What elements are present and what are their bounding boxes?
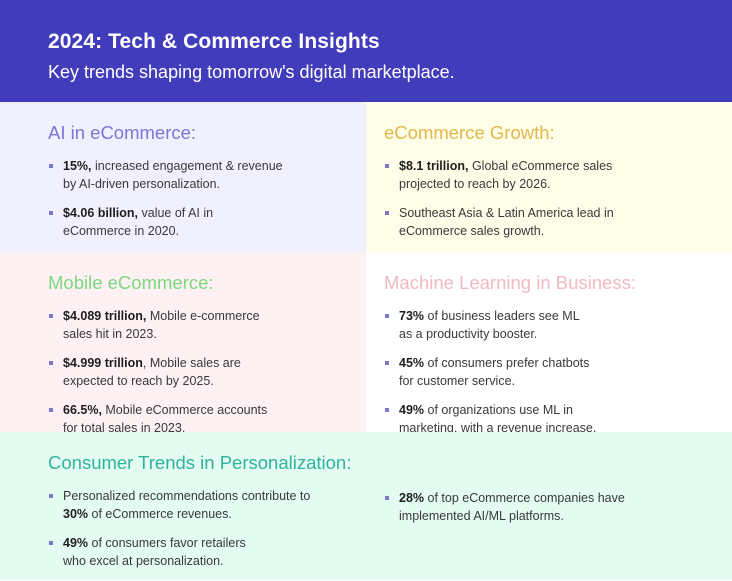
item-text: expected to reach by 2025. <box>63 374 214 388</box>
list-item: 66.5%, Mobile eCommerce accounts for tota… <box>48 401 366 437</box>
item-text: by AI-driven personalization. <box>63 177 221 191</box>
bullet-square-icon <box>49 541 53 545</box>
item-text: of top eCommerce companies have <box>424 491 625 505</box>
list-item: 49% of consumers favor retailers who exce… <box>48 534 384 570</box>
list-item: $4.089 trillion, Mobile e-commerce sales … <box>48 307 366 343</box>
section-heading: AI in eCommerce: <box>48 122 197 143</box>
highlight-stat: 30% <box>63 507 89 521</box>
item-text: implemented AI/ML platforms. <box>399 509 564 523</box>
item-text: increased engagement & revenue <box>91 159 283 173</box>
highlight-stat: 45% <box>399 356 425 370</box>
highlight-stat: 49% <box>63 536 89 550</box>
section-heading: Consumer Trends in Personalization: <box>48 452 352 473</box>
highlight-stat: $8.1 trillion, <box>399 159 469 173</box>
item-text: Mobile e-commerce <box>146 309 260 323</box>
list-item: 49% of organizations use ML in marketing,… <box>384 401 732 437</box>
bullet-list: Personalized recommendations contribute … <box>48 487 384 581</box>
item-text: of consumers favor retailers <box>88 536 246 550</box>
bullet-list: 73% of business leaders see ML as a produ… <box>384 307 732 437</box>
item-text: marketing, with a revenue increase. <box>399 421 597 435</box>
section-heading: eCommerce Growth: <box>384 122 555 143</box>
item-text: Mobile eCommerce accounts <box>101 403 268 417</box>
item-text: projected to reach by 2026. <box>399 177 551 191</box>
list-item: 73% of business leaders see ML as a produ… <box>384 307 732 343</box>
bullet-list: $4.089 trillion, Mobile e-commerce sales … <box>48 307 366 437</box>
item-text: as a productivity booster. <box>399 327 538 341</box>
item-text: of business leaders see ML <box>424 309 580 323</box>
item-text: for customer service. <box>399 374 516 388</box>
section-heading: Machine Learning in Business: <box>384 272 636 293</box>
highlight-stat: $4.06 billion, <box>63 206 139 220</box>
item-text: of consumers prefer chatbots <box>424 356 590 370</box>
bullet-list: $8.1 trillion, Global eCommerce sales pro… <box>384 157 732 240</box>
list-item: $8.1 trillion, Global eCommerce sales pro… <box>384 157 732 193</box>
highlight-stat: 15%, <box>63 159 92 173</box>
page-subtitle: Key trends shaping tomorrow's digital ma… <box>48 62 455 82</box>
section-ecommerce-growth: eCommerce Growth: $8.1 trillion, Global e… <box>366 102 732 252</box>
highlight-stat: 66.5%, <box>63 403 102 417</box>
item-text: value of AI in <box>138 206 214 220</box>
list-item: $4.06 billion, value of AI in eCommerce i… <box>48 204 366 240</box>
bullet-square-icon <box>49 494 53 498</box>
item-text: of eCommerce revenues. <box>88 507 232 521</box>
bullet-square-icon <box>385 361 389 365</box>
bullet-list: 15%, increased engagement & revenue by AI… <box>48 157 366 240</box>
bullet-square-icon <box>385 408 389 412</box>
bullet-square-icon <box>49 408 53 412</box>
bullet-square-icon <box>49 211 53 215</box>
item-text: Personalized recommendations contribute … <box>63 489 311 503</box>
highlight-stat: $4.999 trillion <box>63 356 143 370</box>
page-title: 2024: Tech & Commerce Insights <box>48 30 380 53</box>
section-mobile-ecommerce: Mobile eCommerce: $4.089 trillion, Mobile… <box>0 252 366 435</box>
item-text: who excel at personalization. <box>63 554 224 568</box>
section-heading: Mobile eCommerce: <box>48 272 214 293</box>
bullet-square-icon <box>385 314 389 318</box>
list-item: 28% of top eCommerce companies have imple… <box>384 489 684 525</box>
bullet-square-icon <box>49 314 53 318</box>
highlight-stat: 28% <box>399 491 425 505</box>
item-text: eCommerce in 2020. <box>63 224 180 238</box>
list-item: Personalized recommendations contribute … <box>48 487 384 523</box>
section-ai-in-ecommerce: AI in eCommerce: 15%, increased engagemen… <box>0 102 366 252</box>
item-text: for total sales in 2023. <box>63 421 186 435</box>
bullet-list: 28% of top eCommerce companies have imple… <box>384 489 684 581</box>
highlight-stat: 73% <box>399 309 425 323</box>
item-text: eCommerce sales growth. <box>399 224 545 238</box>
list-item: 15%, increased engagement & revenue by AI… <box>48 157 366 193</box>
bullet-square-icon <box>49 164 53 168</box>
list-item: 45% of consumers prefer chatbots for cust… <box>384 354 732 390</box>
bullet-square-icon <box>385 164 389 168</box>
item-text: Global eCommerce sales <box>468 159 613 173</box>
item-text: of organizations use ML in <box>424 403 573 417</box>
item-text: Southeast Asia & Latin America lead in <box>399 206 614 220</box>
section-machine-learning: Machine Learning in Business: 73% of busi… <box>366 252 732 435</box>
bullet-square-icon <box>385 211 389 215</box>
highlight-stat: 49% <box>399 403 425 417</box>
item-text: sales hit in 2023. <box>63 327 157 341</box>
list-item: Southeast Asia & Latin America lead in eC… <box>384 204 732 240</box>
bullet-square-icon <box>49 361 53 365</box>
bullet-square-icon <box>385 496 389 500</box>
item-text: , Mobile sales are <box>142 356 241 370</box>
highlight-stat: $4.089 trillion, <box>63 309 147 323</box>
header-banner: 2024: Tech & Commerce Insights Key trend… <box>0 0 732 102</box>
list-item: $4.999 trillion, Mobile sales are expecte… <box>48 354 366 390</box>
section-consumer-personalization: Consumer Trends in Personalization: Perso… <box>0 432 732 580</box>
